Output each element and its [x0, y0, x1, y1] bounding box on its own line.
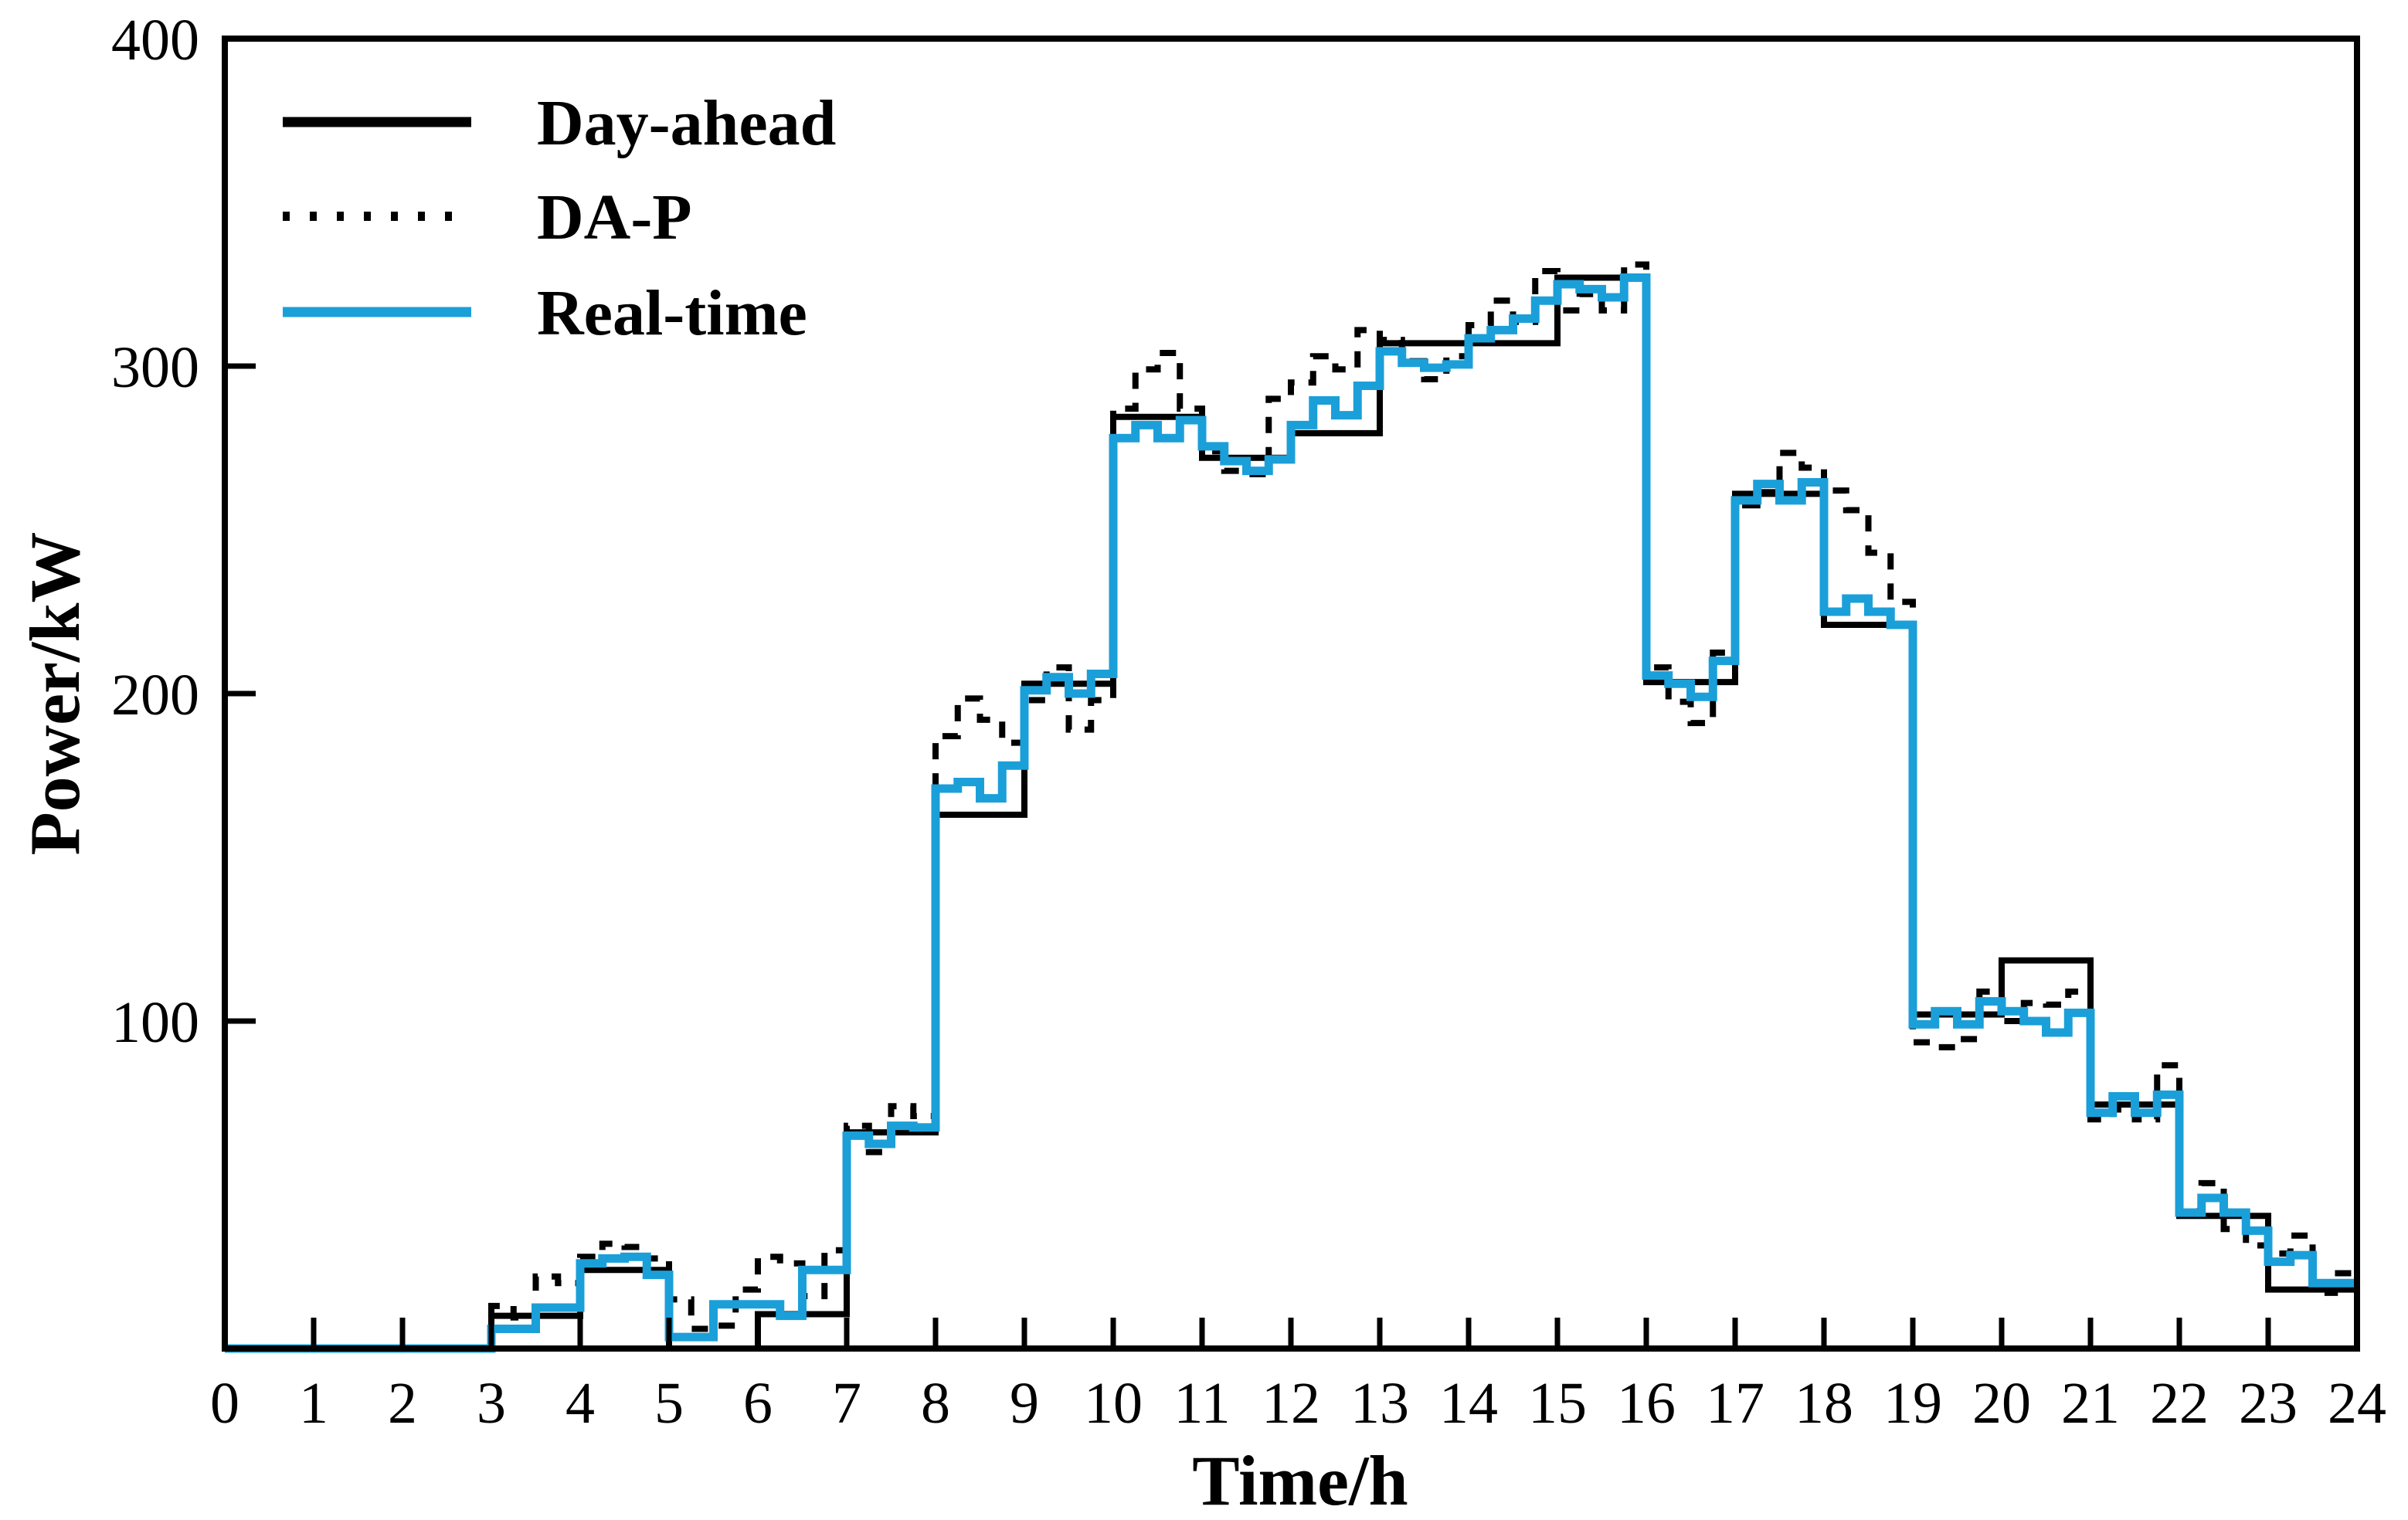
x-tick-label: 24 — [2328, 1371, 2386, 1436]
y-tick-label: 300 — [111, 335, 199, 400]
x-tick-label: 23 — [2239, 1371, 2298, 1436]
legend-item-real-time: Real-time — [283, 277, 807, 349]
axis-ticks — [222, 36, 2360, 1349]
x-tick-label: 9 — [1010, 1371, 1039, 1436]
y-axis-title: Power/kW — [15, 531, 94, 855]
x-tick-label: 12 — [1262, 1371, 1320, 1436]
x-tick-label: 11 — [1173, 1371, 1230, 1436]
x-tick-label: 17 — [1706, 1371, 1764, 1436]
legend-label-da-p: DA-P — [537, 182, 692, 253]
x-tick-label: 4 — [565, 1371, 595, 1436]
x-tick-label: 0 — [210, 1371, 239, 1436]
legend-label-real-time: Real-time — [537, 277, 807, 349]
y-tick-label: 100 — [111, 990, 199, 1055]
x-tick-label: 22 — [2150, 1371, 2209, 1436]
x-tick-label: 13 — [1350, 1371, 1409, 1436]
series-group — [225, 261, 2357, 1353]
x-tick-label: 18 — [1795, 1371, 1853, 1436]
axis-tick-labels: 0 1 2 3 4 5 6 7 8 9 10 11 12 13 14 15 16 17 18 19 20 21 22 23 24… — [111, 8, 2386, 1436]
x-tick-label: 10 — [1084, 1371, 1143, 1436]
x-tick-label: 7 — [832, 1371, 861, 1436]
x-tick-label: 5 — [654, 1371, 684, 1436]
x-tick-label: 14 — [1439, 1371, 1498, 1436]
y-tick-label: 400 — [111, 8, 199, 73]
legend-item-da-p: DA-P — [283, 182, 692, 253]
legend: Day-ahead DA-P Real-time — [283, 87, 836, 349]
x-tick-label: 2 — [388, 1371, 417, 1436]
x-tick-label: 21 — [2061, 1371, 2120, 1436]
x-tick-label: 3 — [477, 1371, 506, 1436]
x-tick-label: 6 — [743, 1371, 773, 1436]
x-tick-label: 20 — [1972, 1371, 2031, 1436]
x-axis-title: Time/h — [1192, 1441, 1408, 1520]
y-tick-label: 200 — [111, 663, 199, 728]
x-tick-label: 15 — [1528, 1371, 1587, 1436]
x-tick-label: 16 — [1617, 1371, 1676, 1436]
x-tick-label: 19 — [1883, 1371, 1942, 1436]
legend-item-day-ahead: Day-ahead — [283, 87, 836, 159]
x-tick-label: 1 — [299, 1371, 328, 1436]
series-real-time-line — [225, 273, 2357, 1353]
legend-label-day-ahead: Day-ahead — [537, 87, 836, 159]
series-da-p-line — [225, 261, 2357, 1352]
x-tick-label: 8 — [921, 1371, 950, 1436]
